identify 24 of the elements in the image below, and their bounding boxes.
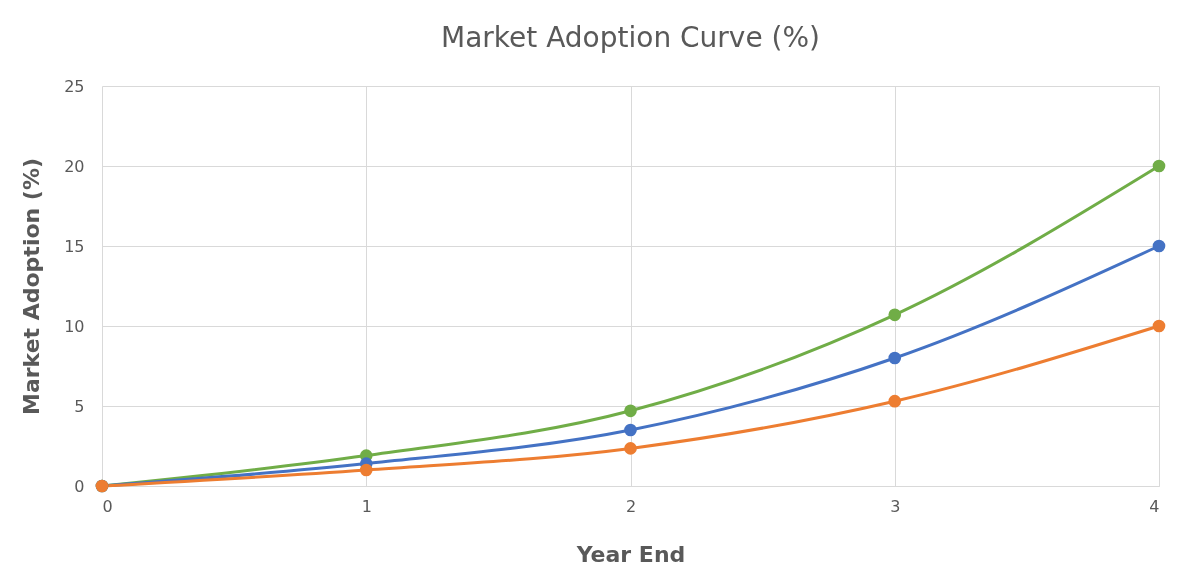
- x-axis-title: Year End: [575, 541, 686, 567]
- point: [624, 442, 637, 455]
- point: [888, 394, 902, 408]
- chart-title: Market Adoption Curve (%): [441, 21, 820, 54]
- x-tick-label: 2: [625, 496, 637, 516]
- y-tick-label: 25: [64, 76, 85, 96]
- point: [1152, 319, 1166, 333]
- point: [888, 308, 902, 322]
- x-tick-label: 1: [361, 496, 372, 516]
- y-tick-label: 10: [64, 316, 85, 336]
- point: [624, 423, 637, 437]
- x-tick-label: 0: [102, 496, 113, 516]
- y-tick-label: 20: [64, 156, 85, 176]
- x-tick-label: 4: [1149, 496, 1160, 516]
- point: [624, 404, 637, 418]
- point: [888, 351, 902, 365]
- point: [359, 463, 373, 477]
- y-tick-label: 15: [64, 236, 85, 256]
- point: [1152, 239, 1166, 253]
- y-axis-title: Market Adoption (%): [19, 157, 45, 416]
- point: [1152, 159, 1166, 173]
- x-tick-label: 3: [890, 496, 901, 516]
- y-tick-label: 0: [74, 476, 85, 496]
- y-tick-label: 5: [74, 396, 85, 416]
